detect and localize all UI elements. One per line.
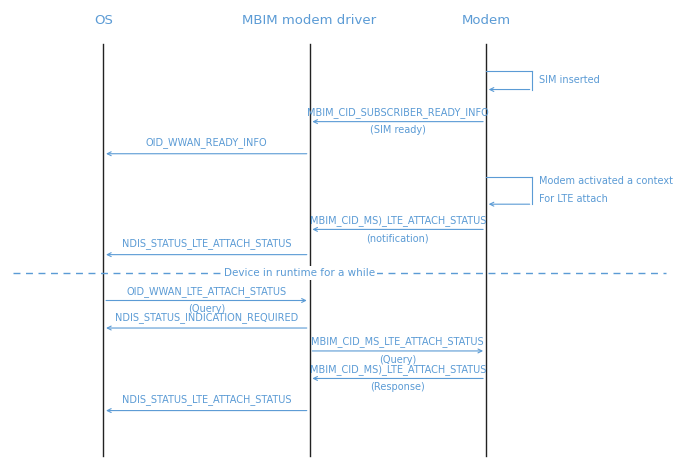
- Text: Modem activated a context: Modem activated a context: [539, 176, 673, 186]
- Text: (Response): (Response): [370, 382, 425, 392]
- Text: NDIS_STATUS_INDICATION_REQUIRED: NDIS_STATUS_INDICATION_REQUIRED: [115, 312, 298, 322]
- Text: MBIM_CID_MS)_LTE_ATTACH_STATUS: MBIM_CID_MS)_LTE_ATTACH_STATUS: [310, 215, 486, 226]
- Text: MBIM modem driver: MBIM modem driver: [242, 14, 377, 27]
- Text: (notification): (notification): [367, 233, 429, 243]
- Text: Device in runtime for a while: Device in runtime for a while: [224, 268, 375, 278]
- Text: MBIM_CID_MS_LTE_ATTACH_STATUS: MBIM_CID_MS_LTE_ATTACH_STATUS: [312, 336, 484, 347]
- Text: (Query): (Query): [188, 304, 225, 314]
- Text: For LTE attach: For LTE attach: [539, 195, 608, 205]
- Text: OID_WWAN_LTE_ATTACH_STATUS: OID_WWAN_LTE_ATTACH_STATUS: [126, 286, 287, 297]
- Text: (SIM ready): (SIM ready): [370, 125, 426, 135]
- Text: OS: OS: [94, 14, 113, 27]
- Text: NDIS_STATUS_LTE_ATTACH_STATUS: NDIS_STATUS_LTE_ATTACH_STATUS: [122, 394, 291, 405]
- Text: (Query): (Query): [379, 355, 416, 365]
- Text: MBIM_CID_SUBSCRIBER_READY_INFO: MBIM_CID_SUBSCRIBER_READY_INFO: [307, 107, 489, 118]
- Text: MBIM_CID_MS)_LTE_ATTACH_STATUS: MBIM_CID_MS)_LTE_ATTACH_STATUS: [310, 364, 486, 375]
- Text: NDIS_STATUS_LTE_ATTACH_STATUS: NDIS_STATUS_LTE_ATTACH_STATUS: [122, 238, 291, 249]
- Text: SIM inserted: SIM inserted: [539, 75, 600, 85]
- Text: Modem: Modem: [461, 14, 511, 27]
- Text: OID_WWAN_READY_INFO: OID_WWAN_READY_INFO: [145, 137, 268, 148]
